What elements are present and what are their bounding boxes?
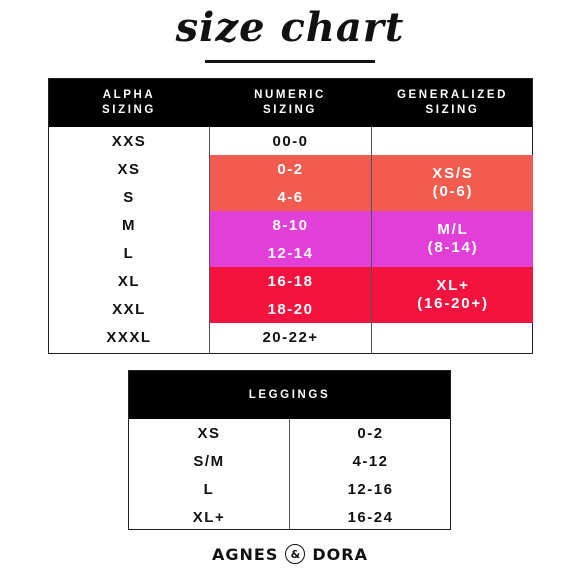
brand-name-right: DORA [312, 544, 368, 564]
numeric-cell-12-14: 12-14 [267, 244, 314, 262]
leggings-header: LEGGINGS [129, 371, 450, 419]
numeric-cell-0-2: 0-2 [277, 160, 304, 178]
leggings-column-divider [289, 419, 290, 529]
alpha-cell-xxs: XXS [111, 132, 147, 150]
leggings-size-s-m: S/M [193, 452, 225, 470]
alpha-cell-xxxl: XXXL [106, 328, 152, 346]
numeric-cell-4-6: 4-6 [277, 188, 304, 206]
title-underline [205, 60, 375, 63]
generalized-group-m-l: M/L (8-14) [427, 221, 479, 256]
numeric-cell-16-18: 16-18 [267, 272, 314, 290]
alpha-cell-xxl: XXL [112, 300, 146, 318]
header-alpha-sizing: ALPHA SIZING [102, 89, 156, 116]
alpha-cell-xl: XL [117, 272, 141, 290]
alpha-cell-s: S [123, 188, 135, 206]
numeric-cell-8-10: 8-10 [272, 216, 309, 234]
generalized-group-xs-s: XS/S (0-6) [432, 165, 474, 200]
column-divider-1 [209, 127, 210, 353]
alpha-cell-xs: XS [117, 160, 141, 178]
leggings-range-4-12: 4-12 [352, 452, 389, 470]
leggings-range-0-2: 0-2 [357, 424, 384, 442]
size-table-header: ALPHA SIZING NUMERIC SIZING GENERALIZED SIZ… [49, 79, 532, 127]
brand-logo: AGNES & DORA [0, 540, 580, 568]
alpha-cell-m: M [122, 216, 136, 234]
header-generalized-sizing: GENERALIZED SIZING [396, 89, 509, 116]
leggings-size-xs: XS [197, 424, 221, 442]
brand-name-left: AGNES [212, 544, 279, 564]
numeric-cell-18-20: 18-20 [267, 300, 314, 318]
column-divider-2 [371, 127, 372, 353]
leggings-table: LEGGINGS XS 0-2 S/M 4-12 L 12-16 XL+ 16-… [128, 370, 451, 530]
leggings-size-xl-plus: XL+ [192, 508, 226, 526]
numeric-cell-00-0: 00-0 [272, 132, 309, 150]
header-numeric-sizing: NUMERIC SIZING [254, 89, 326, 116]
leggings-size-l: L [203, 480, 215, 498]
generalized-group-xl-plus: XL+ (16-20+) [417, 277, 489, 312]
leggings-range-12-16: 12-16 [347, 480, 394, 498]
page-title: size chart [175, 4, 405, 51]
size-chart-table: ALPHA SIZING NUMERIC SIZING GENERALIZED SIZ… [48, 78, 533, 354]
numeric-cell-20-22-plus: 20-22+ [262, 328, 319, 346]
leggings-range-16-24: 16-24 [347, 508, 394, 526]
alpha-cell-l: L [123, 244, 135, 262]
ampersand-icon: & [285, 544, 306, 564]
